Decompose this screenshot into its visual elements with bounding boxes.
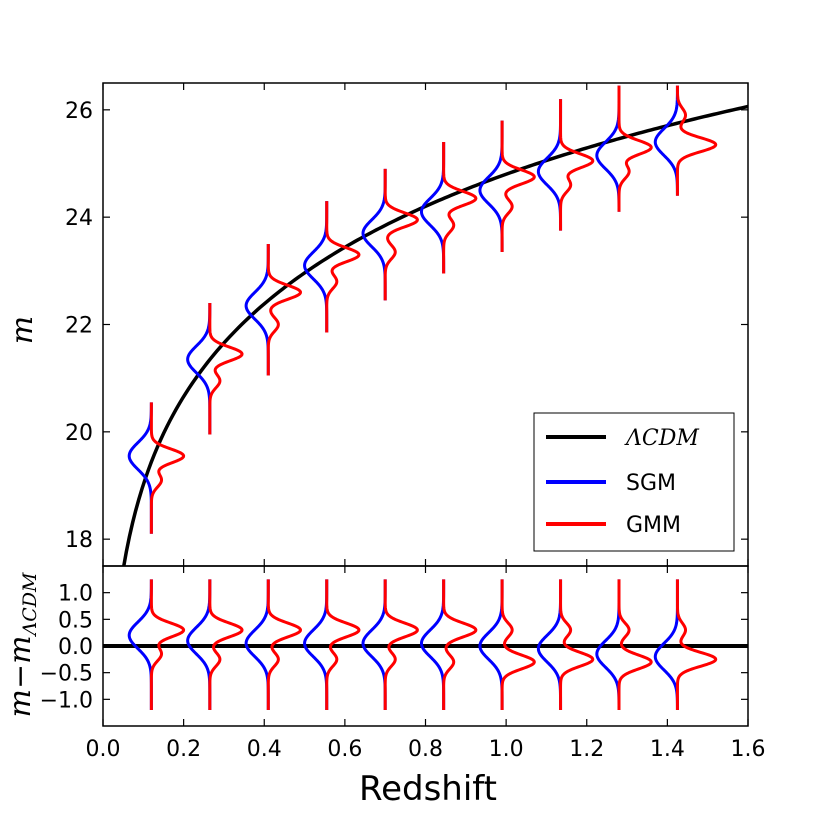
xtick-label: 1.2 <box>569 737 604 762</box>
legend-label-gmm: GMM <box>626 513 681 538</box>
gmm-violin <box>559 578 595 711</box>
sgm-violin <box>478 120 504 253</box>
gmm-violin <box>383 168 419 301</box>
gmm-violin <box>325 578 361 711</box>
bottom-ytick-label: 0.5 <box>58 608 93 633</box>
bottom-ytick-label: −1.0 <box>40 688 93 713</box>
gmm-violin <box>617 578 653 711</box>
legend-label-lcdm: ΛCDM <box>624 426 699 451</box>
bottom-ytick-label: −0.5 <box>40 662 93 687</box>
top-ytick-label: 24 <box>65 206 93 231</box>
xtick-label: 1.0 <box>489 737 524 762</box>
gmm-violin <box>149 401 186 535</box>
top-ytick-label: 22 <box>65 314 93 339</box>
xtick-label: 1.6 <box>731 737 766 762</box>
x-axis-label: Redshift <box>359 769 497 809</box>
gmm-violin <box>383 578 419 711</box>
sgm-violin <box>186 302 212 436</box>
top-ytick-label: 20 <box>65 421 93 446</box>
gmm-violin <box>500 120 536 253</box>
sgm-violin <box>653 84 679 197</box>
xtick-label: 0.2 <box>166 737 201 762</box>
gmm-violin <box>266 243 302 377</box>
xtick-label: 0.6 <box>327 737 362 762</box>
gmm-violin <box>559 98 595 232</box>
lcdm-curve <box>122 104 748 566</box>
xtick-label: 0.8 <box>408 737 443 762</box>
bottom-panel-frame <box>102 565 749 727</box>
gmm-violin <box>325 200 361 334</box>
top-panel: 18 20 22 24 26 <box>65 82 749 567</box>
top-y-axis-label: m <box>5 316 40 344</box>
gmm-violin <box>266 578 303 711</box>
legend: ΛCDM SGM GMM <box>533 412 735 552</box>
gmm-violin <box>675 84 718 197</box>
gmm-violin <box>675 578 718 711</box>
gmm-violin <box>208 578 244 711</box>
bottom-y-axis-label: m−mΛCDM <box>3 572 41 718</box>
bottom-panel: 1.00.50.0−0.5−1.00.0 0.2 0.4 0.6 0.8 1.0 1.2 1.… <box>40 565 766 762</box>
sgm-violin <box>595 85 621 213</box>
top-ytick-label: 18 <box>65 528 93 553</box>
xtick-label: 1.4 <box>650 737 685 762</box>
top-ytick-label: 26 <box>65 99 93 124</box>
legend-label-sgm: SGM <box>626 471 676 496</box>
gmm-violin <box>149 578 186 711</box>
gmm-violin <box>442 141 478 275</box>
sgm-violin <box>536 98 563 232</box>
xtick-label: 0.4 <box>247 737 282 762</box>
gmm-violin <box>442 578 478 711</box>
bottom-ytick-label: 0.0 <box>58 635 93 660</box>
gmm-violin <box>617 85 653 213</box>
gmm-violin <box>208 302 244 436</box>
gmm-violin <box>500 578 536 711</box>
xtick-label: 0.0 <box>86 737 121 762</box>
bottom-ytick-label: 1.0 <box>58 582 93 607</box>
